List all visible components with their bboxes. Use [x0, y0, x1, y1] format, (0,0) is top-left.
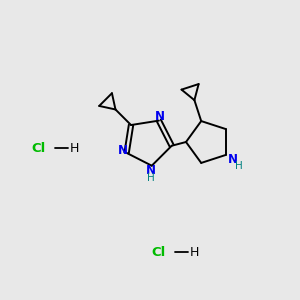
Text: H: H [147, 173, 154, 183]
Text: N: N [228, 153, 238, 167]
Text: H: H [189, 245, 199, 259]
Text: Cl: Cl [31, 142, 45, 154]
Text: Cl: Cl [151, 245, 165, 259]
Text: H: H [69, 142, 79, 154]
Text: H: H [235, 161, 243, 171]
Text: N: N [146, 164, 156, 177]
Text: N: N [155, 110, 165, 123]
Text: N: N [118, 144, 128, 158]
